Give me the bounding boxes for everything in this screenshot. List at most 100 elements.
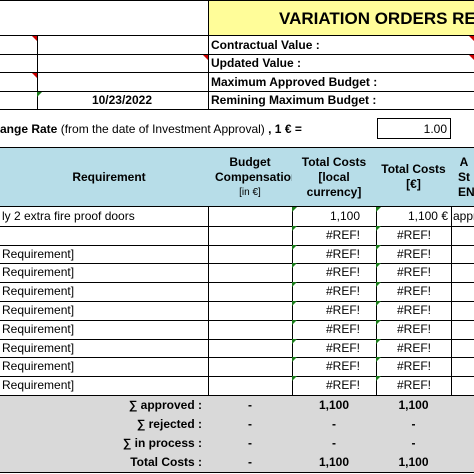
totals-local[interactable]: - <box>292 415 377 435</box>
exchange-rate-label-end: , 1 € = <box>268 122 302 136</box>
header-approval-status: A St EN <box>451 147 474 207</box>
cell-budget[interactable] <box>208 244 293 265</box>
totals-blank[interactable] <box>451 396 474 416</box>
header-budget-compensation-unit: [in €] <box>239 186 261 198</box>
totals-label: ∑ in process : <box>0 434 209 454</box>
summary-cell[interactable] <box>0 55 38 73</box>
cell-status[interactable] <box>451 357 474 378</box>
cell-local[interactable]: #REF! <box>292 301 377 321</box>
summary-cell[interactable] <box>0 92 38 110</box>
cell-local[interactable]: #REF! <box>292 357 377 378</box>
cell-requirement[interactable] <box>0 225 209 246</box>
header-total-costs-eur-label: Total Costs [€] <box>381 162 446 191</box>
header-total-costs-eur: Total Costs [€] <box>376 147 452 207</box>
totals-blank[interactable] <box>451 453 474 473</box>
comment-marker <box>452 55 474 73</box>
cell-status[interactable] <box>451 282 474 302</box>
top-left-blank <box>0 0 209 36</box>
cell-eur[interactable]: #REF! <box>376 338 452 359</box>
cell-eur[interactable]: #REF! <box>376 376 452 396</box>
exchange-rate-input[interactable]: 1.00 <box>377 118 451 139</box>
cell-requirement[interactable]: Requirement] <box>0 338 209 359</box>
cell-requirement[interactable]: Requirement] <box>0 357 209 378</box>
cell-status[interactable] <box>451 301 474 321</box>
header-total-costs-local-label: Total Costs [local currency] <box>301 154 367 199</box>
max-approved-budget-label: Maximum Approved Budget : <box>208 73 474 92</box>
totals-label: ∑ rejected : <box>0 415 209 435</box>
cell-local[interactable]: #REF! <box>292 282 377 302</box>
cell-local[interactable]: #REF! <box>292 319 377 340</box>
totals-label: Total Costs : <box>0 453 209 473</box>
exchange-rate-label-start: ange Rate <box>0 122 58 136</box>
cell-status[interactable] <box>451 339 474 359</box>
cell-budget[interactable] <box>208 357 293 378</box>
cell-local[interactable]: 1,100 <box>292 207 377 227</box>
cell-local[interactable]: #REF! <box>292 244 377 265</box>
totals-eur[interactable]: - <box>376 434 452 454</box>
cell-status[interactable] <box>451 376 474 396</box>
cell-eur[interactable]: #REF! <box>376 263 452 284</box>
summary-cell[interactable] <box>37 36 209 55</box>
comment-marker <box>452 36 474 55</box>
cell-eur[interactable]: #REF! <box>376 301 452 321</box>
cell-budget[interactable] <box>208 225 293 246</box>
cell-budget[interactable] <box>208 207 293 227</box>
totals-blank[interactable] <box>451 434 474 454</box>
totals-local[interactable]: 1,100 <box>292 396 377 416</box>
totals-blank[interactable] <box>451 415 474 435</box>
cell-budget[interactable] <box>208 376 293 396</box>
totals-label: ∑ approved : <box>0 396 209 416</box>
cell-status[interactable] <box>451 263 474 284</box>
date-value[interactable]: 10/23/2022 <box>37 92 209 110</box>
summary-cell[interactable] <box>0 36 38 55</box>
cell-budget[interactable] <box>208 301 293 321</box>
totals-eur[interactable]: 1,100 <box>376 396 452 416</box>
cell-local[interactable]: #REF! <box>292 263 377 284</box>
cell-requirement[interactable]: Requirement] <box>0 319 209 340</box>
header-approval-status-label: A St EN <box>458 154 474 199</box>
cell-status[interactable]: appr <box>451 207 474 227</box>
summary-cell[interactable] <box>37 73 209 92</box>
cell-status[interactable] <box>451 320 474 340</box>
summary-cell[interactable] <box>37 55 209 73</box>
cell-eur[interactable]: 1,100 € <box>376 207 452 227</box>
cell-requirement[interactable]: Requirement] <box>0 376 209 396</box>
header-total-costs-local: Total Costs [local currency] <box>292 147 377 207</box>
cell-requirement[interactable]: Requirement] <box>0 244 209 265</box>
cell-budget[interactable] <box>208 319 293 340</box>
cell-budget[interactable] <box>208 338 293 359</box>
cell-requirement[interactable]: Requirement] <box>0 301 209 321</box>
cell-local[interactable]: #REF! <box>292 338 377 359</box>
cell-eur[interactable]: #REF! <box>376 319 452 340</box>
header-budget-compensation: Budget Compensation [in €] <box>208 147 293 207</box>
cell-requirement[interactable]: Requirement] <box>0 263 209 284</box>
totals-local[interactable]: 1,100 <box>292 453 377 473</box>
cell-eur[interactable]: #REF! <box>376 225 452 246</box>
totals-budget[interactable]: - <box>208 396 293 416</box>
cell-eur[interactable]: #REF! <box>376 357 452 378</box>
cell-requirement[interactable]: ly 2 extra fire proof doors <box>0 207 209 227</box>
updated-value-label: Updated Value : <box>208 55 474 73</box>
totals-budget[interactable]: - <box>208 434 293 454</box>
cell-eur[interactable]: #REF! <box>376 282 452 302</box>
cell-status[interactable] <box>451 245 474 265</box>
header-budget-compensation-label: Budget Compensation <box>215 154 293 184</box>
cell-budget[interactable] <box>208 282 293 302</box>
totals-budget[interactable]: - <box>208 415 293 435</box>
totals-local[interactable]: - <box>292 434 377 454</box>
cell-budget[interactable] <box>208 263 293 284</box>
cell-local[interactable]: #REF! <box>292 225 377 246</box>
totals-budget[interactable]: - <box>208 453 293 473</box>
header-requirement: Requirement <box>0 147 209 207</box>
contractual-value-label: Contractual Value : <box>208 36 474 55</box>
summary-cell[interactable] <box>0 73 38 92</box>
cell-status[interactable] <box>451 226 474 246</box>
exchange-rate-label: ange Rate (from the date of Investment A… <box>0 119 370 139</box>
cell-requirement[interactable]: Requirement] <box>0 282 209 302</box>
totals-eur[interactable]: 1,100 <box>376 453 452 473</box>
cell-eur[interactable]: #REF! <box>376 244 452 265</box>
register-title: VARIATION ORDERS REG <box>208 0 474 36</box>
exchange-rate-note: (from the date of Investment Approval) <box>57 122 269 136</box>
cell-local[interactable]: #REF! <box>292 376 377 396</box>
totals-eur[interactable]: - <box>376 415 452 435</box>
